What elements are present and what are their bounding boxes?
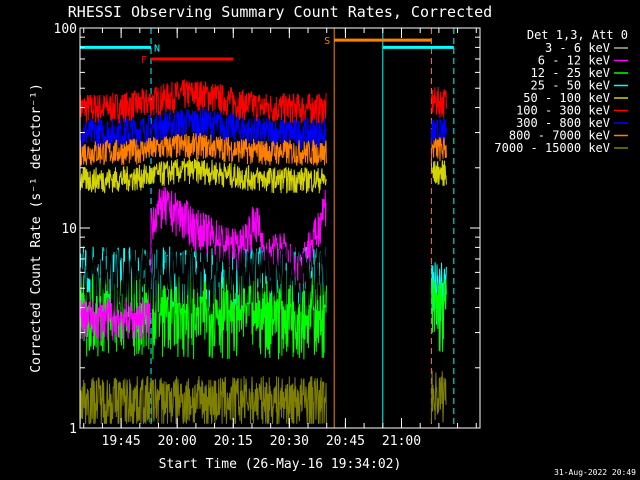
flag-label-n: N xyxy=(154,43,160,54)
series-trace xyxy=(79,158,327,194)
x-tick-label: 20:45 xyxy=(326,434,365,449)
series-100-300-kev xyxy=(79,78,447,125)
x-tick-label: 20:30 xyxy=(270,434,309,449)
series-trace xyxy=(430,86,447,119)
flag-label-f: F xyxy=(141,55,147,66)
x-tick-label: 20:00 xyxy=(158,434,197,449)
x-axis-label: Start Time (26-May-16 19:34:02) xyxy=(159,457,402,472)
plot-area: NF S xyxy=(79,28,455,428)
series-trace xyxy=(79,132,327,167)
y-tick-label: 10 xyxy=(61,222,77,237)
legend-header: Det 1,3, Att 0 xyxy=(527,28,628,42)
legend-entry-label: 800 - 7000 keV xyxy=(509,129,610,143)
series-trace xyxy=(79,243,327,317)
y-tick-label: 100 xyxy=(54,22,77,37)
legend-entry-label: 3 - 6 keV xyxy=(545,41,610,55)
legend-entry-label: 7000 - 15000 keV xyxy=(494,141,610,155)
series-300-800-kev xyxy=(79,107,447,150)
y-tick-label: 1 xyxy=(69,422,77,437)
series-trace xyxy=(430,160,447,186)
x-tick-label: 21:00 xyxy=(382,434,421,449)
legend-entry-label: 12 - 25 keV xyxy=(531,66,610,80)
timestamp: 31-Aug-2022 20:49 xyxy=(554,468,636,477)
series-6-12-kev xyxy=(79,186,327,342)
series-trace xyxy=(430,370,447,423)
legend-entry-label: 100 - 300 keV xyxy=(516,104,610,118)
axes: 1 10 100 19:45 20:00 20:15 20:30 20:45 21:00 xyxy=(54,22,481,449)
series-trace xyxy=(430,117,447,150)
legend-entry-label: 25 - 50 keV xyxy=(531,79,610,93)
legend-entry-label: 300 - 800 keV xyxy=(516,116,610,130)
series-50-100-kev xyxy=(79,158,447,194)
series-800-7000-kev xyxy=(79,132,447,167)
series-trace xyxy=(79,275,327,360)
series-12-25-kev xyxy=(79,275,447,360)
series-trace xyxy=(430,278,447,352)
x-tick-label: 20:15 xyxy=(214,434,253,449)
legend-entry-label: 6 - 12 keV xyxy=(538,54,610,68)
series-3-6-kev xyxy=(79,243,327,317)
series-trace xyxy=(430,137,447,162)
series-trace xyxy=(79,107,327,150)
series-trace xyxy=(79,78,327,125)
x-tick-label: 19:45 xyxy=(102,434,141,449)
series-trace xyxy=(79,186,327,342)
flag-label-s: S xyxy=(324,36,330,47)
chart-title: RHESSI Observing Summary Count Rates, Co… xyxy=(68,3,492,21)
legend-entry-label: 50 - 100 keV xyxy=(523,91,610,105)
y-axis-label: Corrected Count Rate (s⁻¹ detector⁻¹) xyxy=(29,83,44,373)
